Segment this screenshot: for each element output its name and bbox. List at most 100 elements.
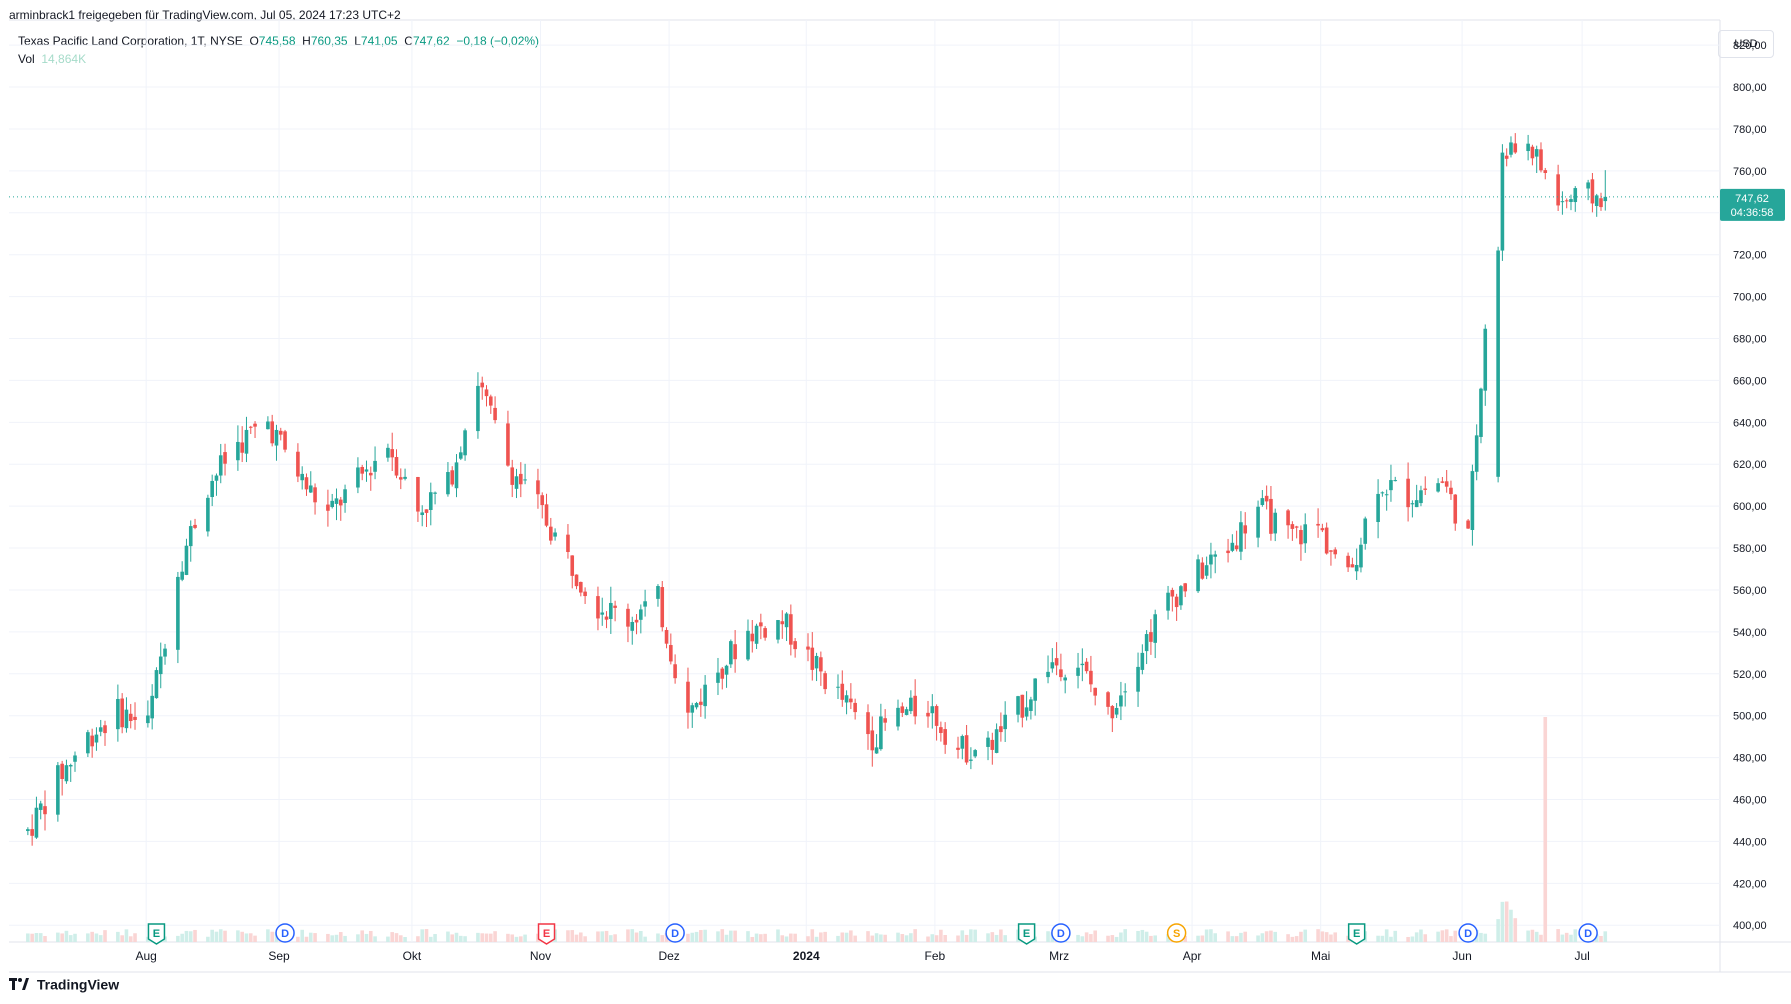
candle-body bbox=[1080, 663, 1085, 666]
volume-bar bbox=[458, 935, 463, 942]
split-icon bbox=[1166, 923, 1187, 943]
candle-body bbox=[844, 695, 849, 703]
candle-body bbox=[450, 470, 455, 485]
volume-bar bbox=[1136, 930, 1140, 942]
volume-bar bbox=[643, 936, 647, 942]
candle-body bbox=[994, 729, 999, 753]
volume-bar bbox=[583, 936, 587, 942]
earnings-icon bbox=[147, 923, 166, 945]
volume-bar bbox=[1089, 934, 1093, 942]
candle-body bbox=[853, 702, 857, 713]
volume-bar bbox=[1513, 918, 1518, 942]
dividend-marker[interactable]: D bbox=[1051, 923, 1071, 943]
volume-bar bbox=[716, 931, 720, 942]
price-tick-label: 460,00 bbox=[1733, 795, 1767, 807]
candle-body bbox=[686, 681, 690, 713]
candle-body bbox=[86, 732, 90, 754]
candle-body bbox=[626, 608, 630, 627]
candle-body bbox=[836, 686, 840, 688]
volume-bar bbox=[394, 933, 399, 942]
candle-body bbox=[1239, 522, 1243, 552]
dividend-marker[interactable]: D bbox=[1578, 923, 1598, 943]
volume-label[interactable]: Vol bbox=[18, 52, 35, 66]
candle-body bbox=[716, 672, 720, 683]
candle-body bbox=[1170, 589, 1175, 597]
split-marker[interactable]: S bbox=[1166, 923, 1187, 943]
candle-body bbox=[416, 476, 420, 512]
candle-body bbox=[969, 759, 973, 761]
volume-bar bbox=[43, 936, 47, 942]
dividend-marker[interactable]: D bbox=[665, 923, 685, 943]
volume-bar bbox=[98, 935, 103, 942]
candle-body bbox=[596, 596, 600, 619]
symbol-description[interactable]: Texas Pacific Land Corporation, 1T, NYSE bbox=[18, 34, 243, 48]
time-tick-label: Jun bbox=[1452, 949, 1471, 963]
currency-button[interactable]: USD bbox=[1718, 30, 1774, 58]
candle-body bbox=[1166, 592, 1170, 611]
candle-body bbox=[1303, 524, 1308, 544]
volume-bar bbox=[428, 936, 433, 942]
dividend-marker[interactable]: D bbox=[1458, 923, 1478, 943]
candle-body bbox=[823, 673, 827, 690]
candle-body bbox=[570, 555, 575, 576]
candle-body bbox=[428, 492, 433, 510]
candle-body bbox=[613, 605, 617, 608]
candle-body bbox=[639, 609, 643, 620]
earnings-marker[interactable]: E bbox=[537, 923, 556, 945]
volume-bar bbox=[73, 933, 77, 942]
candle-body bbox=[1024, 707, 1029, 717]
dividend-marker[interactable]: D bbox=[275, 923, 295, 943]
time-tick-label: 2024 bbox=[793, 949, 820, 963]
candle-body bbox=[1106, 692, 1110, 707]
volume-bar bbox=[480, 933, 485, 942]
candle-body bbox=[1359, 544, 1363, 568]
volume-bar bbox=[1234, 936, 1239, 942]
volume-bar bbox=[1166, 934, 1170, 942]
price-tick-label: 580,00 bbox=[1733, 543, 1767, 555]
volume-bar bbox=[639, 930, 643, 942]
volume-bar bbox=[373, 936, 377, 942]
candle-body bbox=[973, 750, 977, 757]
volume-value: 14,864K bbox=[41, 52, 87, 66]
candle-body bbox=[214, 475, 219, 481]
earnings-marker[interactable]: E bbox=[147, 923, 166, 945]
volume-bar bbox=[969, 929, 973, 942]
candle-body bbox=[488, 396, 493, 406]
earnings-icon bbox=[1347, 923, 1366, 945]
volume-bar bbox=[656, 933, 660, 942]
candle-body bbox=[1479, 388, 1483, 437]
candle-body bbox=[1183, 583, 1188, 592]
candle-body bbox=[73, 755, 77, 762]
earnings-marker[interactable]: E bbox=[1017, 923, 1036, 945]
candle-body bbox=[296, 451, 300, 477]
candle-body bbox=[313, 487, 317, 503]
open-value: 745,58 bbox=[258, 34, 296, 48]
volume-bar bbox=[699, 930, 703, 942]
volume-bar bbox=[904, 935, 909, 942]
candle-body bbox=[154, 670, 159, 699]
volume-bar bbox=[1376, 935, 1380, 942]
candle-body bbox=[1594, 195, 1599, 207]
volume-bar bbox=[1329, 934, 1333, 942]
candle-body bbox=[549, 526, 553, 541]
candle-body bbox=[1444, 481, 1449, 487]
volume-bar bbox=[236, 930, 240, 942]
candle-body bbox=[1020, 694, 1025, 718]
earnings-marker[interactable]: E bbox=[1347, 923, 1366, 945]
candle-body bbox=[1470, 471, 1475, 530]
candle-body bbox=[1316, 523, 1320, 526]
candle-body bbox=[98, 727, 103, 732]
volume-bar bbox=[1153, 935, 1157, 942]
volume-bar bbox=[1603, 931, 1608, 942]
volume-bar bbox=[56, 932, 60, 942]
candle-body bbox=[458, 452, 463, 459]
volume-bar bbox=[1389, 936, 1393, 942]
candle-body bbox=[1333, 549, 1338, 555]
candle-body bbox=[334, 498, 339, 504]
candle-body bbox=[390, 449, 395, 458]
candle-body bbox=[1406, 478, 1410, 508]
candle-body bbox=[270, 421, 274, 444]
volume-bar bbox=[776, 929, 780, 942]
volume-bar bbox=[750, 936, 755, 942]
